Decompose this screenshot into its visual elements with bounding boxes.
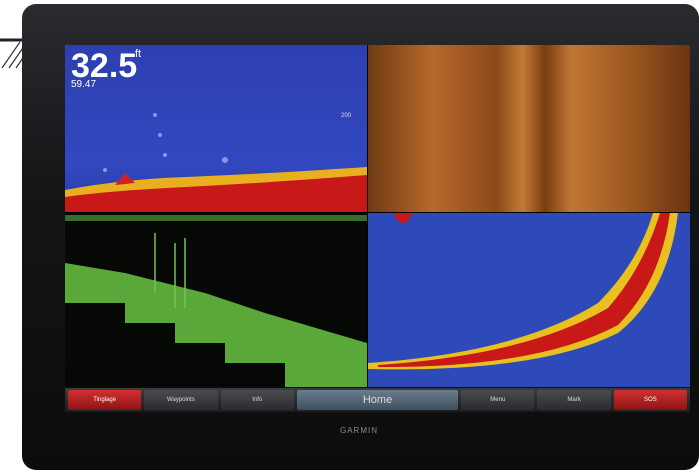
softkey-button[interactable]: Tinglage [68, 390, 142, 410]
downscan-panel [65, 213, 367, 387]
softkey-button[interactable]: Home [296, 390, 459, 410]
downscan-image [65, 215, 367, 387]
depth-value: 32.5 [71, 47, 138, 85]
temperature: 59.47 [71, 79, 97, 90]
softkey-button[interactable]: SOS [613, 390, 688, 410]
brand-logo: GARMIN [340, 426, 378, 435]
softkey-button[interactable]: Info [220, 390, 294, 410]
livescope-image [368, 213, 678, 370]
softkey-button[interactable]: Mark [537, 390, 611, 410]
screen: 32.5 ft 59.47 200 [65, 45, 690, 387]
softkey-button[interactable]: Menu [461, 390, 535, 410]
livescope-panel [368, 213, 690, 387]
sonar-returns [65, 113, 367, 212]
softkey-button[interactable]: Waypoints [144, 390, 218, 410]
sidescan-panel [368, 45, 690, 212]
button-bar: Tinglage Waypoints Info Home Menu Mark SOS [65, 388, 690, 412]
depth-unit: ft [135, 48, 142, 60]
sonar-panel: 32.5 ft 59.47 200 [65, 45, 367, 212]
scale-label: 200 [341, 113, 352, 119]
